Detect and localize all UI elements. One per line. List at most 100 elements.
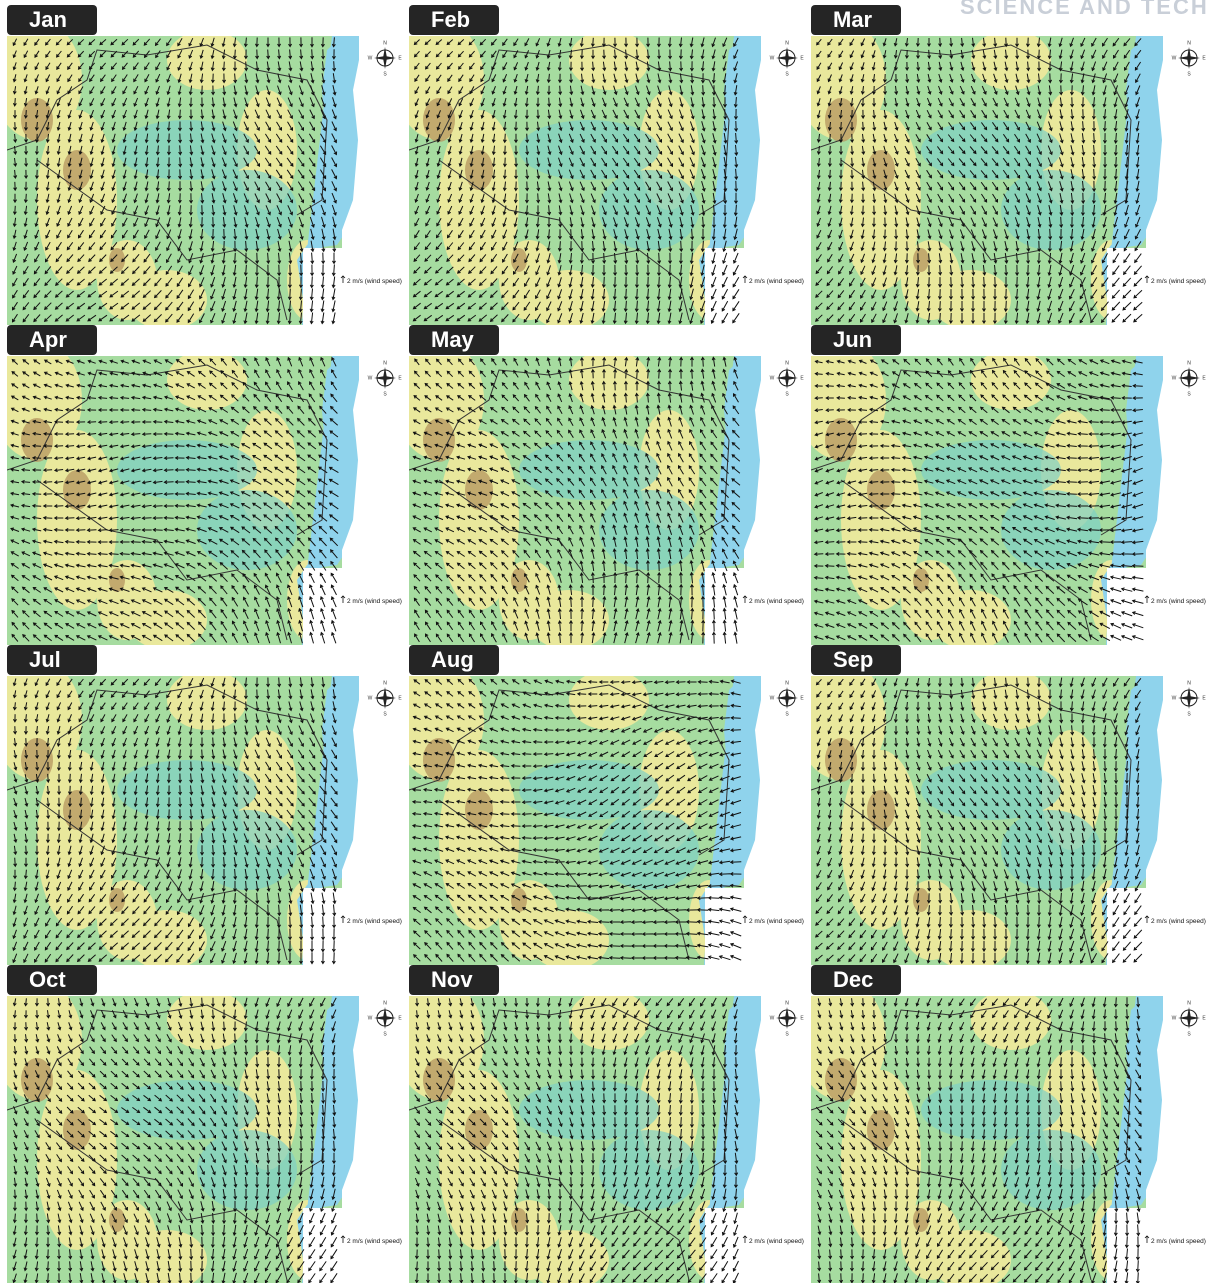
compass-w: W	[1172, 695, 1177, 701]
compass-star	[776, 47, 798, 69]
compass-star	[1178, 1007, 1200, 1029]
compass-w: W	[1172, 1015, 1177, 1021]
compass-star	[374, 1007, 396, 1029]
map-area	[796, 20, 1186, 330]
compass-e: E	[398, 1015, 402, 1021]
compass-s: S	[785, 711, 789, 717]
map-panel: Aug N W E S 2 m/s (wind speed)	[394, 645, 804, 970]
map-area	[0, 660, 382, 970]
scale-label: 2 m/s (wind speed)	[749, 1238, 804, 1245]
map-panel: MayNWES2 m/s (wind speed)	[394, 325, 804, 650]
compass-w: W	[770, 55, 775, 61]
compass-n: N	[383, 360, 387, 366]
map-panel: NovNWES2 m/s (wind speed)	[394, 965, 804, 1283]
compass-w: W	[770, 695, 775, 701]
month-label: Sep	[833, 647, 873, 672]
mountain	[867, 790, 895, 830]
compass-s: S	[1187, 391, 1191, 397]
scale-label: 2 m/s (wind speed)	[749, 918, 804, 925]
compass-star	[374, 47, 396, 69]
mountain	[423, 418, 455, 462]
monthly-wind-maps: SCIENCE AND TECH JanNWES2 m/s (wind spee…	[0, 0, 1217, 1283]
mountain	[21, 418, 53, 462]
compass-n: N	[785, 680, 789, 686]
compass-e: E	[1202, 1015, 1206, 1021]
compass-e: E	[398, 695, 402, 701]
compass-s: S	[1187, 711, 1191, 717]
compass-s: S	[1187, 1031, 1191, 1037]
month-label: Feb	[431, 7, 470, 32]
map-area	[796, 660, 1186, 970]
compass-star	[1178, 47, 1200, 69]
map-area	[0, 20, 382, 330]
scale-label: 2 m/s (wind speed)	[1151, 278, 1206, 285]
month-label: Aug	[431, 647, 474, 672]
compass-n: N	[1187, 40, 1191, 46]
compass-w: W	[1172, 55, 1177, 61]
compass-n: N	[1187, 360, 1191, 366]
compass-s: S	[785, 1031, 789, 1037]
scale-label: 2 m/s (wind speed)	[347, 278, 402, 285]
map-area	[394, 980, 784, 1283]
map-area	[0, 340, 382, 650]
map-panel: AprNWES2 m/s (wind speed)	[0, 325, 402, 650]
month-label: Nov	[431, 967, 473, 992]
scale-label: 2 m/s (wind speed)	[347, 918, 402, 925]
compass-star	[776, 687, 798, 709]
mountain	[63, 790, 91, 830]
highland	[931, 910, 1011, 970]
compass-s: S	[785, 391, 789, 397]
mountain	[465, 790, 493, 830]
mountain	[867, 150, 895, 190]
compass-n: N	[1187, 680, 1191, 686]
compass-w: W	[368, 375, 373, 381]
mountain	[465, 150, 493, 190]
highland	[529, 590, 609, 650]
compass-star	[374, 687, 396, 709]
compass-w: W	[368, 55, 373, 61]
map-panel: MarNWES2 m/s (wind speed)	[796, 5, 1206, 330]
compass-s: S	[1187, 71, 1191, 77]
mountain	[465, 1110, 493, 1150]
compass-s: S	[383, 711, 387, 717]
month-label: May	[431, 327, 475, 352]
map-panel: SepNWES2 m/s (wind speed)	[796, 645, 1206, 970]
compass-w: W	[1172, 375, 1177, 381]
highland	[529, 910, 609, 970]
mountain	[423, 738, 455, 782]
scale-label: 2 m/s (wind speed)	[347, 1238, 402, 1245]
compass-e: E	[398, 55, 402, 61]
map-panel: JunNWES2 m/s (wind speed)	[796, 325, 1206, 650]
compass-n: N	[785, 360, 789, 366]
compass-star	[776, 1007, 798, 1029]
compass-star	[1178, 367, 1200, 389]
scale-label: 2 m/s (wind speed)	[347, 598, 402, 605]
mountain	[913, 888, 929, 912]
compass-e: E	[1202, 695, 1206, 701]
map-area	[394, 340, 784, 650]
compass-s: S	[383, 71, 387, 77]
compass-n: N	[383, 1000, 387, 1006]
scale-label: 2 m/s (wind speed)	[749, 598, 804, 605]
month-label: Jan	[29, 7, 67, 32]
mountain	[867, 1110, 895, 1150]
map-panel: JanNWES2 m/s (wind speed)	[0, 5, 402, 330]
compass-s: S	[785, 71, 789, 77]
mountain	[867, 470, 895, 510]
month-label: Jun	[833, 327, 872, 352]
map-panel: OctNWES2 m/s (wind speed)	[0, 965, 402, 1283]
compass-n: N	[1187, 1000, 1191, 1006]
highland	[931, 270, 1011, 330]
compass-e: E	[398, 375, 402, 381]
compass-e: E	[800, 695, 804, 701]
highland	[569, 670, 649, 730]
month-label: Apr	[29, 327, 67, 352]
mountain	[63, 1110, 91, 1150]
map-area	[0, 980, 382, 1283]
compass-star	[1178, 687, 1200, 709]
month-label: Mar	[833, 7, 873, 32]
compass-e: E	[1202, 375, 1206, 381]
scale-label: 2 m/s (wind speed)	[749, 278, 804, 285]
